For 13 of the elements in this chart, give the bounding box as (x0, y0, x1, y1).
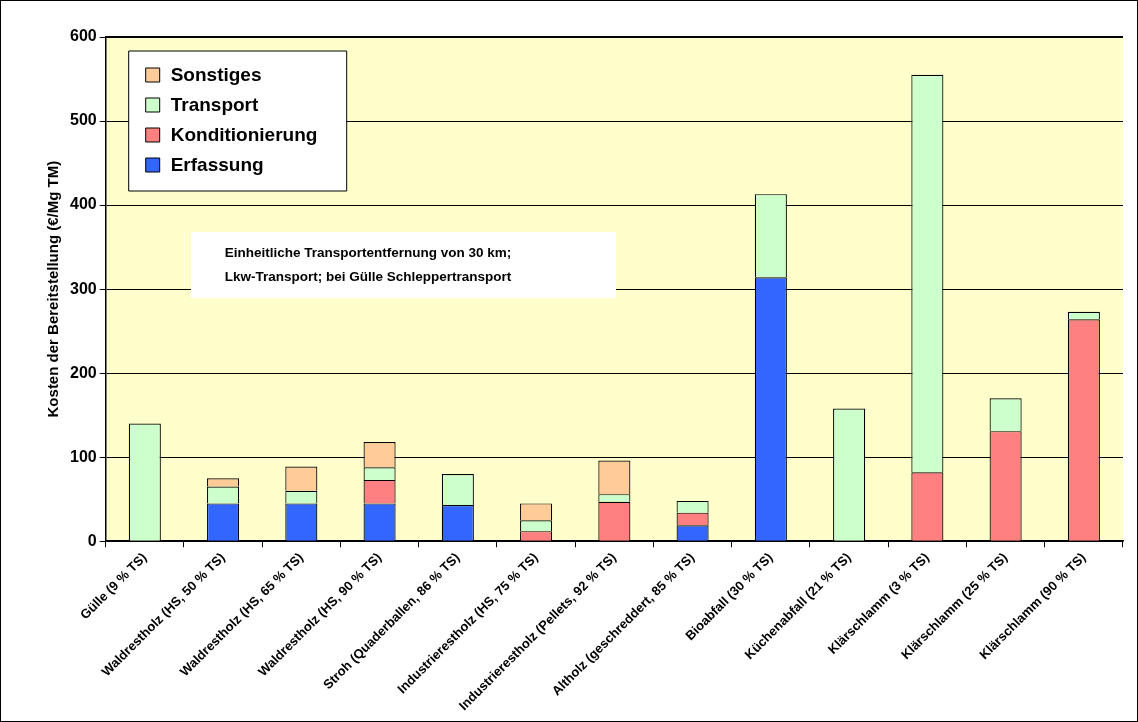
y-tick-label: 300 (69, 279, 97, 297)
legend-label: Konditionierung (170, 124, 318, 146)
y-tick-label: 400 (69, 195, 97, 213)
y-axis-title: Kosten der Bereitstellung (€/Mg TM) (44, 160, 62, 418)
legend-label: Erfassung (170, 154, 264, 176)
y-tick-label: 100 (69, 447, 97, 465)
y-tick-label: 600 (69, 27, 97, 45)
y-tick-label: 0 (87, 531, 97, 549)
legend-label: Transport (170, 94, 259, 116)
y-tick-label: 200 (69, 363, 97, 381)
legend-label: Sonstiges (170, 64, 262, 86)
annotation: Einheitliche Transportentfernung von 30 km; Lkw-Transport; bei Gülle Schleppertransport (224, 244, 512, 286)
y-tick-label: 500 (69, 111, 97, 129)
